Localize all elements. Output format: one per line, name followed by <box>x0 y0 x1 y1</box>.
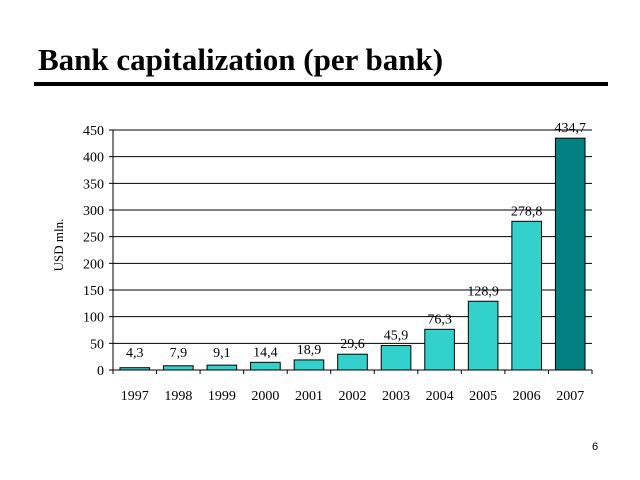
data-label-1997: 4,3 <box>126 346 144 361</box>
data-label-2005: 128,9 <box>467 284 499 299</box>
page-number: 6 <box>592 441 599 453</box>
x-tick-label: 1997 <box>121 389 149 404</box>
x-tick-label: 2003 <box>382 389 410 404</box>
x-axis-ticks: 1997 1998 1999 2000 2001 2002 2003 2004 2005 2006… <box>112 370 593 404</box>
data-label-1999: 9,1 <box>213 346 231 361</box>
x-tick-label: 2006 <box>513 389 541 404</box>
x-tick-label: 2000 <box>251 389 279 404</box>
y-tick-label: 250 <box>83 231 104 246</box>
y-axis-label: USD mln. <box>51 219 66 272</box>
y-tick-label: 200 <box>83 257 104 272</box>
bar-2000 <box>250 361 281 371</box>
data-label-1998: 7,9 <box>170 346 188 361</box>
x-tick-label: 2007 <box>556 389 584 404</box>
y-tick-label: 350 <box>83 177 104 192</box>
bar-2001 <box>293 359 325 371</box>
x-tick-label: 2004 <box>426 389 454 404</box>
slide-title: Bank capitalization (per bank) <box>38 42 444 77</box>
data-labels: 4,3 7,9 9,1 14,4 18,9 29,6 45,9 76,3 128,9 278,8 4… <box>126 121 586 361</box>
data-label-2002: 29,6 <box>340 337 365 352</box>
bar-2005 <box>467 300 499 371</box>
y-tick-label: 100 <box>83 311 104 326</box>
x-tick-label: 2001 <box>295 389 323 404</box>
bar-2004 <box>424 328 455 371</box>
y-tick-label: 300 <box>83 204 104 219</box>
bar-2007 <box>554 137 586 371</box>
bar-1999 <box>206 364 238 371</box>
x-tick-label: 1999 <box>208 389 236 404</box>
data-label-2007: 434,7 <box>554 121 586 136</box>
data-label-2003: 45,9 <box>384 329 409 344</box>
data-label-2001: 18,9 <box>297 343 322 358</box>
y-tick-label: 400 <box>83 151 104 166</box>
x-tick-label: 1998 <box>164 389 192 404</box>
x-tick-label: 2002 <box>339 389 367 404</box>
data-label-2006: 278,8 <box>511 204 543 219</box>
bars <box>119 137 586 371</box>
bar-2003 <box>380 345 412 371</box>
y-tick-label: 0 <box>97 364 104 379</box>
y-tick-label: 450 <box>83 124 104 139</box>
y-tick-label: 50 <box>90 337 104 352</box>
data-label-2000: 14,4 <box>253 345 278 360</box>
y-axis-ticks: 0 50 100 150 200 250 300 350 400 450 <box>83 124 113 379</box>
bar-2006 <box>511 220 542 371</box>
bar-2002 <box>337 353 368 371</box>
data-label-2004: 76,3 <box>427 312 452 327</box>
bar-1998 <box>163 365 194 371</box>
x-tick-label: 2005 <box>469 389 497 404</box>
title-rule <box>34 82 608 86</box>
y-tick-label: 150 <box>83 284 104 299</box>
